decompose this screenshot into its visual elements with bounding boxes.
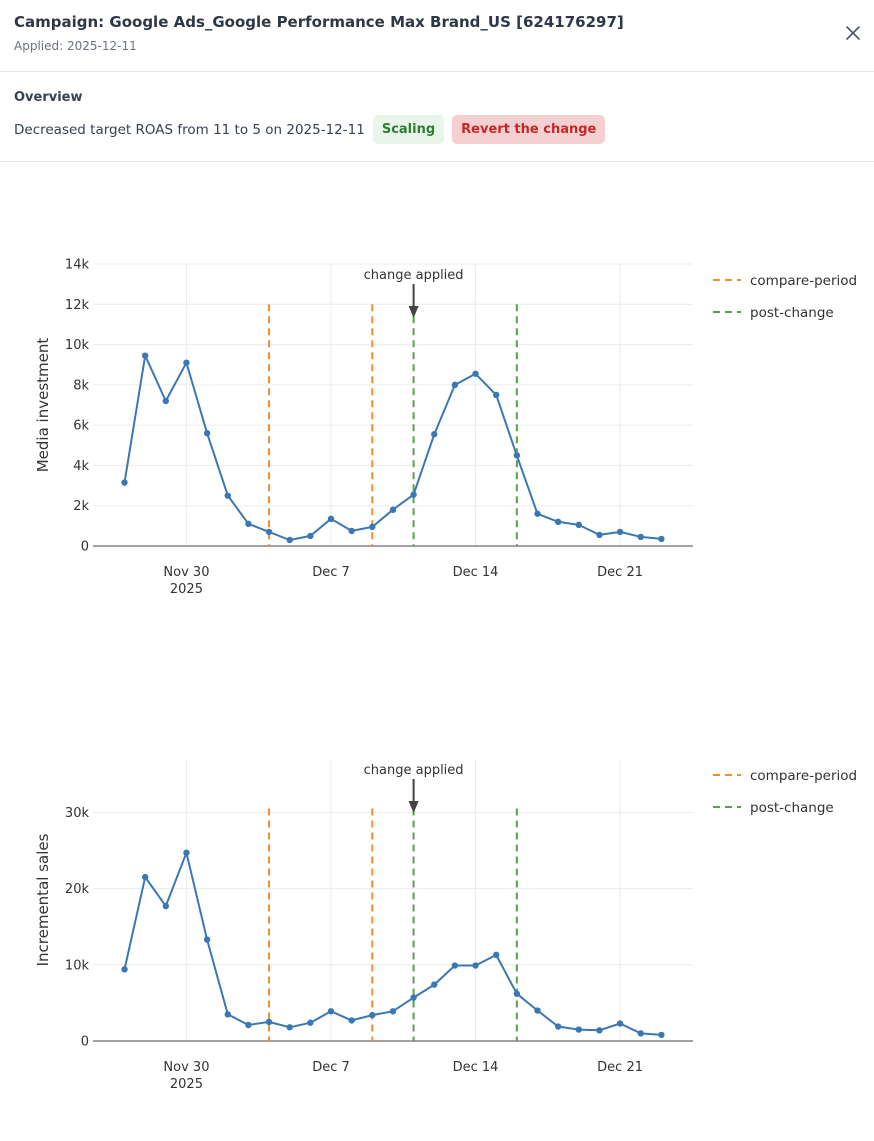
annotation-arrow-head bbox=[408, 801, 419, 813]
data-point bbox=[472, 370, 479, 377]
data-point bbox=[224, 1011, 231, 1018]
data-point bbox=[369, 523, 376, 531]
x-tick-label: Nov 30 bbox=[163, 565, 209, 580]
legend-label[interactable]: compare-period bbox=[750, 273, 857, 289]
data-point bbox=[575, 521, 582, 529]
y-tick-label: 30k bbox=[65, 806, 90, 821]
change-applied-annotation: change applied bbox=[364, 268, 464, 283]
data-point bbox=[410, 994, 417, 1001]
data-point bbox=[203, 936, 211, 943]
overview-heading: Overview bbox=[14, 90, 83, 105]
data-point bbox=[493, 951, 500, 959]
y-tick-label: 14k bbox=[65, 258, 90, 273]
y-tick-label: 2k bbox=[73, 499, 89, 514]
x-tick-label: Dec 7 bbox=[312, 1060, 350, 1075]
y-tick-label: 10k bbox=[65, 958, 90, 973]
data-point bbox=[141, 873, 149, 881]
series-line bbox=[123, 851, 662, 1036]
data-point bbox=[513, 990, 521, 997]
y-tick-label: 6k bbox=[73, 419, 89, 434]
data-point bbox=[121, 479, 128, 486]
close-icon[interactable] bbox=[842, 22, 864, 44]
data-point bbox=[203, 430, 211, 437]
data-point bbox=[534, 510, 541, 517]
legend-label[interactable]: post-change bbox=[750, 305, 834, 321]
y-tick-label: 4k bbox=[73, 459, 89, 474]
data-point bbox=[637, 533, 644, 541]
overview-section: Overview Decreased target ROAS from 11 t… bbox=[0, 72, 874, 162]
data-point bbox=[554, 518, 562, 526]
x-tick-label: Dec 14 bbox=[453, 1060, 499, 1075]
x-tick-label: Dec 21 bbox=[597, 1060, 643, 1075]
data-point bbox=[575, 1026, 582, 1033]
change-description: Decreased target ROAS from 11 to 5 on 20… bbox=[14, 121, 365, 138]
annotation-arrow-head bbox=[408, 306, 419, 318]
data-point bbox=[162, 902, 169, 910]
campaign-title: Campaign: Google Ads_Google Performance … bbox=[14, 13, 624, 31]
data-point bbox=[121, 966, 128, 973]
data-point bbox=[348, 527, 355, 535]
data-point bbox=[658, 1031, 665, 1039]
data-point bbox=[431, 981, 438, 988]
data-point bbox=[596, 1027, 603, 1034]
applied-date: Applied: 2025-12-11 bbox=[14, 39, 137, 53]
x-tick-label: Dec 21 bbox=[597, 565, 643, 580]
y-axis-title: Media investment bbox=[34, 338, 52, 473]
data-point bbox=[658, 535, 665, 543]
data-point bbox=[307, 532, 314, 540]
change-applied-annotation: change applied bbox=[364, 763, 464, 778]
y-tick-label: 20k bbox=[65, 882, 90, 897]
data-point bbox=[224, 492, 231, 499]
data-point bbox=[162, 397, 169, 405]
data-point bbox=[596, 531, 603, 539]
data-point bbox=[265, 528, 273, 536]
data-point bbox=[307, 1019, 314, 1026]
x-tick-year-label: 2025 bbox=[170, 582, 203, 597]
x-tick-label: Dec 7 bbox=[312, 565, 350, 580]
data-point bbox=[637, 1030, 644, 1037]
dialog-header: Campaign: Google Ads_Google Performance … bbox=[0, 0, 874, 72]
data-point bbox=[616, 1020, 624, 1027]
data-point bbox=[265, 1018, 273, 1026]
data-point bbox=[183, 359, 190, 366]
y-tick-label: 0 bbox=[81, 1035, 89, 1050]
data-point bbox=[431, 431, 438, 438]
y-tick-label: 0 bbox=[81, 540, 89, 555]
legend-label[interactable]: compare-period bbox=[750, 768, 857, 784]
data-point bbox=[451, 381, 459, 389]
legend-label[interactable]: post-change bbox=[750, 800, 834, 816]
incremental-sales-chart: 0 10k 20k 30k Nov 30 2025 Dec 7 Dec 14 Dec 21 Inc… bbox=[34, 759, 857, 1092]
revert-change-button[interactable]: Revert the change bbox=[452, 115, 606, 144]
y-tick-label: 12k bbox=[65, 298, 90, 313]
data-point bbox=[183, 849, 190, 856]
data-point bbox=[616, 528, 624, 536]
y-tick-label: 10k bbox=[65, 338, 90, 353]
y-axis-title: Incremental sales bbox=[34, 833, 52, 966]
data-point bbox=[141, 352, 149, 359]
data-point bbox=[327, 1008, 335, 1015]
data-point bbox=[410, 491, 417, 498]
data-point bbox=[327, 515, 335, 523]
data-point bbox=[534, 1007, 541, 1014]
data-point bbox=[472, 962, 479, 969]
data-point bbox=[245, 520, 252, 528]
scaling-badge: Scaling bbox=[372, 115, 445, 144]
data-point bbox=[493, 391, 500, 399]
data-point bbox=[286, 536, 293, 544]
data-point bbox=[389, 1008, 397, 1015]
data-point bbox=[389, 506, 397, 513]
x-tick-label: Nov 30 bbox=[163, 1060, 209, 1075]
x-tick-year-label: 2025 bbox=[170, 1077, 203, 1092]
data-point bbox=[513, 452, 521, 459]
data-point bbox=[554, 1023, 562, 1030]
y-tick-label: 8k bbox=[73, 378, 89, 393]
data-point bbox=[369, 1011, 376, 1019]
data-point bbox=[286, 1024, 293, 1031]
data-point bbox=[451, 962, 459, 969]
overview-row: Decreased target ROAS from 11 to 5 on 20… bbox=[14, 115, 606, 144]
data-point bbox=[348, 1017, 355, 1024]
data-point bbox=[245, 1021, 252, 1029]
x-tick-label: Dec 14 bbox=[453, 565, 499, 580]
media-investment-chart: 0 2k 4k 6k 8k 10k 12k 14k Nov 30 2025 Dec 7 Dec 14 D… bbox=[34, 258, 857, 598]
